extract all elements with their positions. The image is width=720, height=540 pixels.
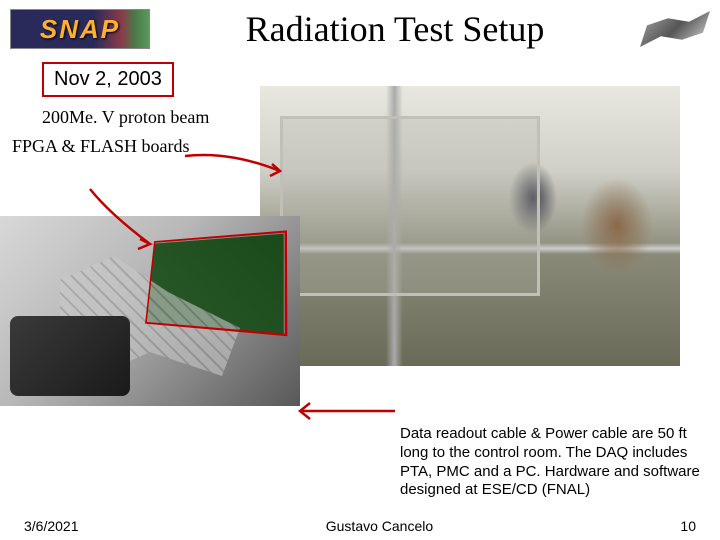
footer: 3/6/2021 Gustavo Cancelo 10 [0, 518, 720, 534]
arrow-cable [290, 396, 400, 426]
satellite-icon [640, 11, 710, 47]
footer-author: Gustavo Cancelo [326, 518, 433, 534]
arrow-beam [180, 146, 290, 186]
photo-area [0, 86, 720, 466]
slide-title: Radiation Test Setup [150, 8, 640, 50]
footer-date: 3/6/2021 [24, 518, 79, 534]
lab-photo [260, 86, 680, 366]
footer-page: 10 [680, 518, 696, 534]
caption-text: Data readout cable & Power cable are 50 … [400, 425, 700, 500]
header: SNAP Radiation Test Setup [0, 0, 720, 54]
arrow-fpga [80, 184, 170, 254]
snap-logo: SNAP [10, 9, 150, 49]
